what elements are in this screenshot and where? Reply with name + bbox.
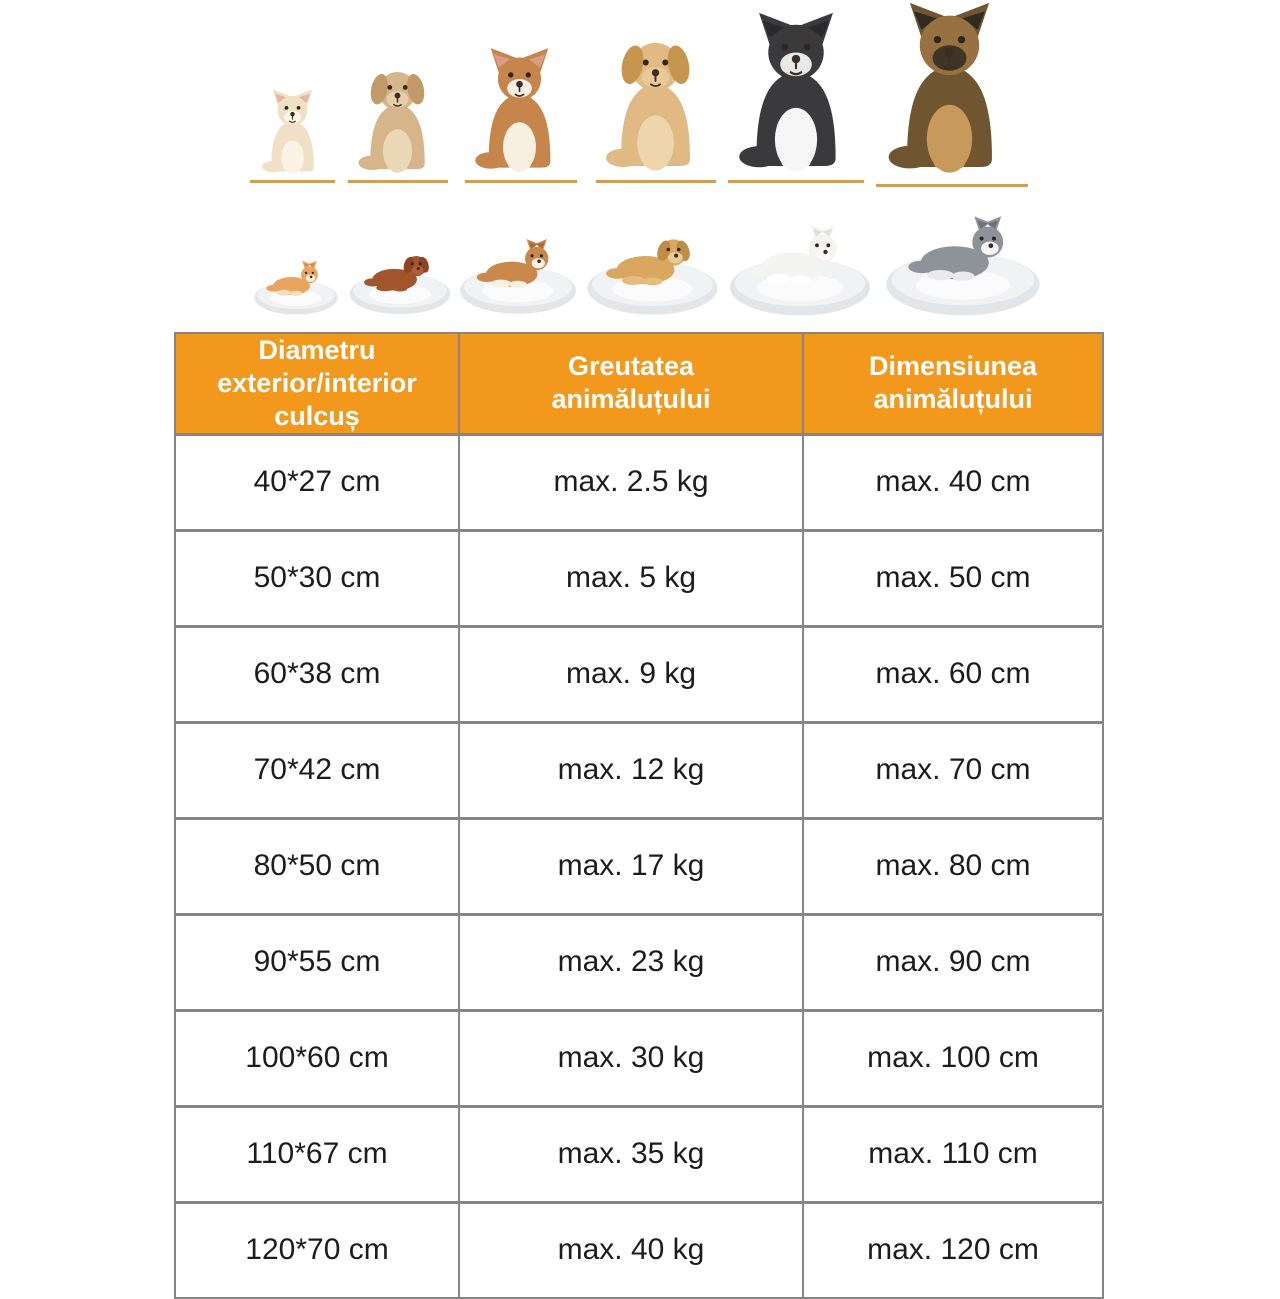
cell-weight: max. 30 kg <box>458 1008 804 1108</box>
cell-size: max. 40 cm <box>802 432 1104 532</box>
cell-size: max. 50 cm <box>802 528 1104 628</box>
cell-weight: max. 12 kg <box>458 720 804 820</box>
cell-diameter: 70*42 cm <box>174 720 460 820</box>
size-chart-body: 40*27 cm max. 2.5 kg max. 40 cm 50*30 cm… <box>174 432 1104 1299</box>
table-row: 100*60 cm max. 30 kg max. 100 cm <box>174 1008 1104 1108</box>
corgi-puppy-icon <box>468 46 571 180</box>
cell-diameter: 90*55 cm <box>174 912 460 1012</box>
cell-diameter: 60*38 cm <box>174 624 460 724</box>
header-weight-label: Greutatea animăluțului <box>551 351 711 415</box>
golden-retriever-icon <box>598 30 713 180</box>
german-shepherd-icon <box>878 0 1021 184</box>
cell-diameter: 50*30 cm <box>174 528 460 628</box>
cell-diameter: 80*50 cm <box>174 816 460 916</box>
cell-size: max. 80 cm <box>802 816 1104 916</box>
size-chart-table: Diametru exterior/interior culcuș Greuta… <box>174 331 1104 1299</box>
cell-size: max. 60 cm <box>802 624 1104 724</box>
husky-on-donut-bed-icon <box>886 216 1040 316</box>
golden-retriever-on-donut-bed-icon <box>587 238 718 315</box>
havanese-puppy-icon <box>352 62 443 180</box>
table-row: 40*27 cm max. 2.5 kg max. 40 cm <box>174 432 1104 532</box>
cell-diameter: 40*27 cm <box>174 432 460 532</box>
header-cell-weight: Greutatea animăluțului <box>458 331 804 436</box>
header-size-label: Dimensiunea animăluțului <box>868 351 1038 415</box>
header-diameter-label: Diametru exterior/interior culcuș <box>217 335 417 431</box>
header-cell-diameter: Diametru exterior/interior culcuș <box>174 331 460 436</box>
header-cell-size: Dimensiunea animăluțului <box>802 331 1104 436</box>
border-collie-icon <box>730 10 862 182</box>
table-row: 120*70 cm max. 40 kg max. 120 cm <box>174 1200 1104 1299</box>
cell-weight: max. 40 kg <box>458 1200 804 1299</box>
table-row: 110*67 cm max. 35 kg max. 110 cm <box>174 1104 1104 1204</box>
stand-baseline <box>348 180 448 183</box>
cell-diameter: 120*70 cm <box>174 1200 460 1299</box>
cell-weight: max. 2.5 kg <box>458 432 804 532</box>
cell-diameter: 100*60 cm <box>174 1008 460 1108</box>
exotic-cat-icon <box>257 88 328 180</box>
table-row: 70*42 cm max. 12 kg max. 70 cm <box>174 720 1104 820</box>
table-row: 80*50 cm max. 17 kg max. 80 cm <box>174 816 1104 916</box>
stand-baseline <box>596 180 716 183</box>
header-row: Diametru exterior/interior culcuș Greuta… <box>174 331 1104 436</box>
cell-weight: max. 9 kg <box>458 624 804 724</box>
poodle-puppy-on-donut-bed-icon <box>349 255 451 315</box>
cell-size: max. 90 cm <box>802 912 1104 1012</box>
stand-baseline <box>250 180 335 183</box>
table-row: 50*30 cm max. 5 kg max. 50 cm <box>174 528 1104 628</box>
cell-weight: max. 17 kg <box>458 816 804 916</box>
kitten-on-donut-bed-icon <box>254 260 338 315</box>
cell-size: max. 110 cm <box>802 1104 1104 1204</box>
cell-size: max. 70 cm <box>802 720 1104 820</box>
cell-diameter: 110*67 cm <box>174 1104 460 1204</box>
samoyed-on-donut-bed-icon <box>729 225 871 316</box>
cell-weight: max. 35 kg <box>458 1104 804 1204</box>
table-row: 90*55 cm max. 23 kg max. 90 cm <box>174 912 1104 1012</box>
cell-weight: max. 23 kg <box>458 912 804 1012</box>
cell-size: max. 100 cm <box>802 1008 1104 1108</box>
cell-size: max. 120 cm <box>802 1200 1104 1299</box>
stand-baseline <box>728 180 864 183</box>
pet-size-lineup <box>0 0 1280 332</box>
corgi-on-donut-bed-icon <box>460 239 576 314</box>
cell-weight: max. 5 kg <box>458 528 804 628</box>
size-chart-header: Diametru exterior/interior culcuș Greuta… <box>174 331 1104 436</box>
table-row: 60*38 cm max. 9 kg max. 60 cm <box>174 624 1104 724</box>
stand-baseline <box>876 184 1028 187</box>
stand-baseline <box>465 180 577 183</box>
